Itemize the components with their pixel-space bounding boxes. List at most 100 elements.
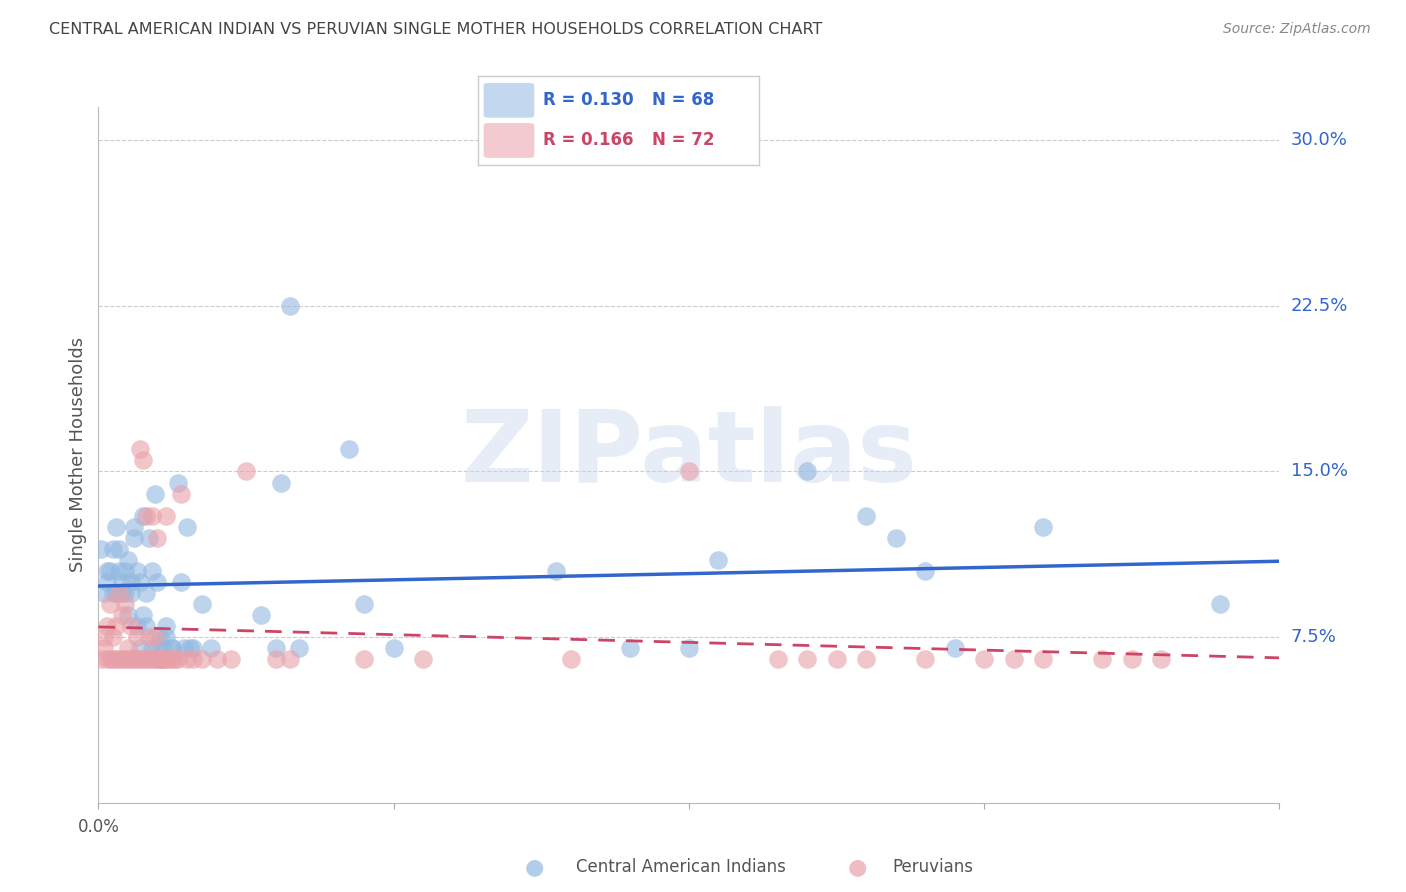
Point xyxy=(796,465,818,479)
Point xyxy=(125,619,148,633)
Point xyxy=(914,564,936,578)
Point xyxy=(138,630,160,644)
Point xyxy=(96,574,118,589)
Point xyxy=(117,553,139,567)
Point xyxy=(143,652,166,666)
Point xyxy=(90,541,112,556)
Point xyxy=(141,641,163,656)
Point xyxy=(855,508,877,523)
Point xyxy=(117,652,139,666)
Point xyxy=(117,608,139,623)
Point xyxy=(914,652,936,666)
Point xyxy=(105,586,128,600)
Point xyxy=(114,586,136,600)
Point xyxy=(96,619,118,633)
Point xyxy=(105,519,128,533)
Point xyxy=(128,442,150,457)
Text: 0.0%: 0.0% xyxy=(77,818,120,836)
Text: Peruvians: Peruvians xyxy=(893,858,974,876)
Point xyxy=(353,652,375,666)
Point xyxy=(278,652,302,666)
Text: N = 72: N = 72 xyxy=(652,131,714,150)
Point xyxy=(117,641,139,656)
Point xyxy=(1209,597,1232,611)
Point xyxy=(619,641,641,656)
Point xyxy=(796,652,818,666)
Point xyxy=(176,652,198,666)
Text: ●: ● xyxy=(848,857,868,877)
FancyBboxPatch shape xyxy=(484,83,534,118)
Text: CENTRAL AMERICAN INDIAN VS PERUVIAN SINGLE MOTHER HOUSEHOLDS CORRELATION CHART: CENTRAL AMERICAN INDIAN VS PERUVIAN SING… xyxy=(49,22,823,37)
Point xyxy=(146,531,169,545)
Text: 15.0%: 15.0% xyxy=(1291,462,1347,481)
Point xyxy=(167,652,190,666)
Point xyxy=(108,586,131,600)
Point xyxy=(93,641,115,656)
Point xyxy=(96,652,118,666)
Point xyxy=(825,652,848,666)
Point xyxy=(122,531,145,545)
Point xyxy=(1032,519,1054,533)
Point xyxy=(191,597,214,611)
Point xyxy=(149,652,172,666)
Point xyxy=(165,652,187,666)
Point xyxy=(141,652,163,666)
Point xyxy=(125,652,148,666)
Text: Source: ZipAtlas.com: Source: ZipAtlas.com xyxy=(1223,22,1371,37)
Text: R = 0.166: R = 0.166 xyxy=(543,131,633,150)
Point xyxy=(125,630,148,644)
Point xyxy=(162,641,183,656)
Point xyxy=(155,652,177,666)
Point xyxy=(155,619,177,633)
Point xyxy=(149,630,172,644)
Point xyxy=(132,508,155,523)
Point xyxy=(138,652,160,666)
Point xyxy=(250,608,273,623)
Point xyxy=(884,531,907,545)
Point xyxy=(103,541,125,556)
Point xyxy=(108,541,131,556)
Point xyxy=(179,641,201,656)
Text: 22.5%: 22.5% xyxy=(1291,297,1348,315)
Point xyxy=(143,630,166,644)
Point xyxy=(111,652,134,666)
Y-axis label: Single Mother Households: Single Mother Households xyxy=(69,337,87,573)
Point xyxy=(270,475,292,490)
Point xyxy=(141,508,163,523)
Point xyxy=(855,652,877,666)
Point xyxy=(1150,652,1173,666)
Point xyxy=(120,619,142,633)
Point xyxy=(155,508,177,523)
Point xyxy=(143,486,166,500)
Text: 7.5%: 7.5% xyxy=(1291,628,1337,646)
Point xyxy=(157,652,180,666)
Point xyxy=(337,442,360,457)
Point xyxy=(96,564,118,578)
Point xyxy=(132,453,155,467)
Point xyxy=(103,652,125,666)
Point xyxy=(205,652,228,666)
Point xyxy=(288,641,311,656)
Point xyxy=(943,641,966,656)
Point xyxy=(678,641,700,656)
Point xyxy=(146,652,169,666)
Point xyxy=(544,564,567,578)
Point xyxy=(105,619,128,633)
Point xyxy=(707,553,730,567)
Point xyxy=(93,586,115,600)
Point xyxy=(105,652,128,666)
Text: 30.0%: 30.0% xyxy=(1291,131,1347,149)
Point xyxy=(128,641,150,656)
Point xyxy=(278,299,302,313)
Point xyxy=(141,564,163,578)
Point xyxy=(382,641,405,656)
Point xyxy=(128,652,150,666)
Point xyxy=(98,597,121,611)
Point xyxy=(120,652,142,666)
Point xyxy=(103,586,125,600)
Point xyxy=(103,630,125,644)
Point xyxy=(122,519,145,533)
Point xyxy=(170,486,193,500)
Point xyxy=(152,652,174,666)
Point xyxy=(146,641,169,656)
